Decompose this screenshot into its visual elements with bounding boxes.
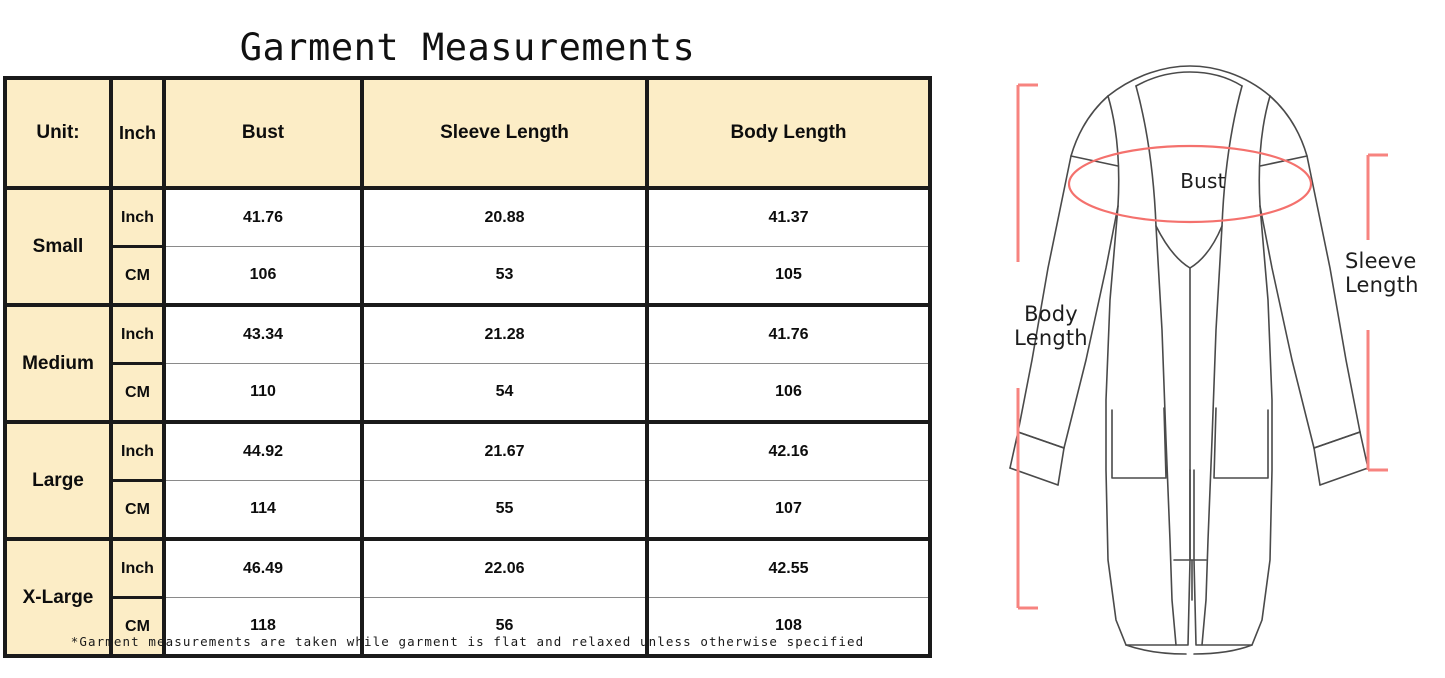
header-unit-label: Unit:: [5, 78, 113, 190]
unit-label-inch: Inch: [111, 422, 166, 482]
body-length-label-line1: Body: [1024, 302, 1078, 326]
table-row: Large Inch 44.92 21.67 42.16: [5, 422, 930, 541]
cell-body: 41.76: [647, 305, 930, 364]
table-row: CM 114 55 107: [5, 480, 930, 541]
cell-body: 105: [647, 246, 930, 307]
cell-body: 41.37: [647, 188, 930, 247]
size-label-medium: Medium: [5, 305, 113, 424]
sleeve-length-label-line1: Sleeve: [1345, 249, 1417, 273]
cell-sleeve: 21.28: [362, 305, 649, 364]
table-row: CM 118 56 108: [5, 597, 930, 656]
bust-label-text: Bust: [1180, 169, 1226, 193]
cell-bust: 43.34: [164, 305, 364, 364]
sleeve-length-bracket-icon: [1366, 153, 1388, 472]
size-label-large: Large: [5, 422, 113, 541]
sleeve-length-label: Sleeve Length: [1345, 249, 1445, 297]
unit-label-cm: CM: [111, 480, 166, 541]
cell-sleeve: 53: [362, 246, 649, 307]
cell-body: 42.16: [647, 422, 930, 481]
header-sleeve-length: Sleeve Length: [362, 78, 649, 190]
body-length-label: Body Length: [996, 302, 1106, 350]
garment-diagram-panel: Bust Body Length Sleeve Length: [940, 0, 1445, 678]
body-length-label-line2: Length: [1014, 325, 1088, 350]
table-row: Small Inch 41.76 20.88 41.37: [5, 188, 930, 307]
sleeve-length-label-line2: Length: [1345, 272, 1419, 297]
cell-body: 107: [647, 480, 930, 541]
unit-label-inch: Inch: [111, 305, 166, 365]
unit-label-inch: Inch: [111, 188, 166, 248]
cell-bust: 106: [164, 246, 364, 307]
page-title: Garment Measurements: [239, 26, 696, 69]
cell-bust: 46.49: [164, 539, 364, 598]
unit-label-inch: Inch: [111, 539, 166, 599]
table-row: Medium Inch 43.34 21.28 41.76: [5, 305, 930, 424]
cell-sleeve: 20.88: [362, 188, 649, 247]
cell-sleeve: 54: [362, 363, 649, 424]
table-footnote: *Garment measurements are taken while ga…: [70, 634, 865, 649]
table-header-row: Unit: Inch Bust Sleeve Length Body Lengt…: [5, 78, 930, 190]
bust-label: Bust: [1168, 170, 1238, 192]
size-label-small: Small: [5, 188, 113, 307]
cell-body: 42.55: [647, 539, 930, 598]
bust-ellipse-icon: [1067, 144, 1313, 224]
cell-bust: 44.92: [164, 422, 364, 481]
header-inch-label: Inch: [111, 78, 166, 190]
unit-label-cm: CM: [111, 597, 166, 656]
header-bust: Bust: [164, 78, 364, 190]
cell-bust: 114: [164, 480, 364, 541]
size-label-xlarge: X-Large: [5, 539, 113, 658]
cell-body: 106: [647, 363, 930, 424]
size-chart-table: Unit: Inch Bust Sleeve Length Body Lengt…: [3, 76, 932, 658]
table-row: X-Large Inch 46.49 22.06 42.55: [5, 539, 930, 658]
cell-bust: 41.76: [164, 188, 364, 247]
cell-bust: 110: [164, 363, 364, 424]
cell-sleeve: 55: [362, 480, 649, 541]
measurements-panel: Garment Measurements Unit: Inch Bust Sle…: [3, 26, 932, 658]
cell-sleeve: 21.67: [362, 422, 649, 481]
unit-label-cm: CM: [111, 363, 166, 424]
table-row: CM 106 53 105: [5, 246, 930, 307]
cell-sleeve: 56: [362, 597, 649, 656]
cell-body: 108: [647, 597, 930, 656]
body-length-bracket-icon: [1016, 83, 1038, 610]
table-row: CM 110 54 106: [5, 363, 930, 424]
cell-sleeve: 22.06: [362, 539, 649, 598]
cardigan-illustration: [1009, 65, 1388, 655]
cell-bust: 118: [164, 597, 364, 656]
header-body-length: Body Length: [647, 78, 930, 190]
unit-label-cm: CM: [111, 246, 166, 307]
